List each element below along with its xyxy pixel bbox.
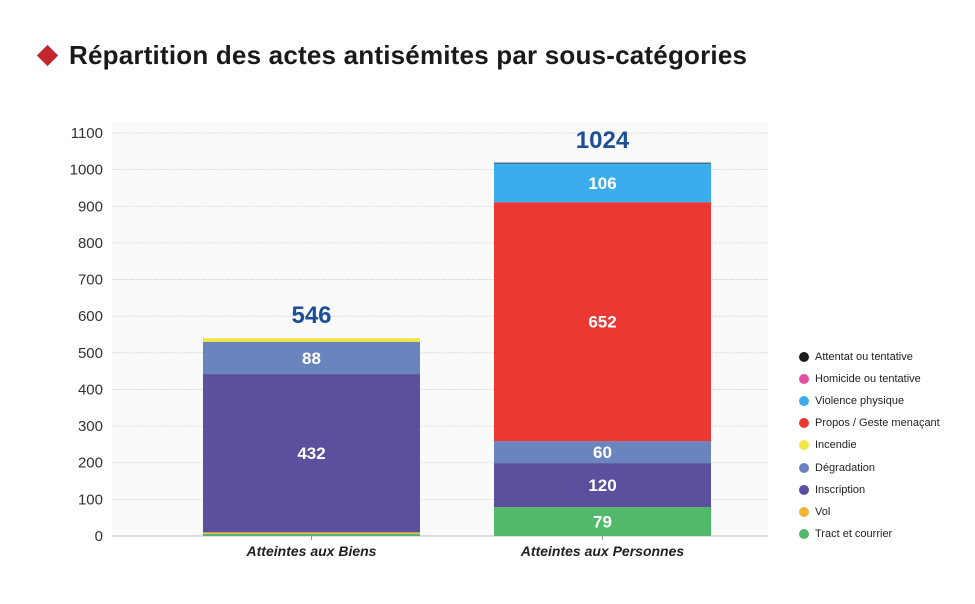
legend-item: Inscription xyxy=(799,479,940,501)
legend-item: Incendie xyxy=(799,434,940,456)
legend-swatch-icon xyxy=(799,396,809,407)
y-tick-label: 300 xyxy=(78,418,103,435)
x-category-label: Atteintes aux Biens xyxy=(246,543,377,559)
y-tick-label: 800 xyxy=(78,235,103,252)
chart-legend: Attentat ou tentative Homicide ou tentati… xyxy=(799,346,940,545)
legend-label: Attentat ou tentative xyxy=(815,351,913,364)
legend-item: Dégradation xyxy=(799,456,940,478)
y-tick-label: 600 xyxy=(78,308,103,325)
legend-swatch-icon xyxy=(799,374,809,385)
legend-swatch-icon xyxy=(799,506,809,517)
bar-segment xyxy=(494,441,711,464)
segment-value-label: 60 xyxy=(593,443,612,462)
legend-label: Incendie xyxy=(815,439,857,452)
title-row: Répartition des actes antisémites par so… xyxy=(36,40,747,71)
legend-label: Homicide ou tentative xyxy=(815,373,921,386)
bar-segment xyxy=(494,507,711,536)
legend-item: Vol xyxy=(799,501,940,523)
legend-swatch-icon xyxy=(799,484,809,495)
segment-value-label: 106 xyxy=(588,174,616,193)
legend-swatch-icon xyxy=(799,352,809,363)
legend-item: Tract et courrier xyxy=(799,523,940,545)
bar-segment xyxy=(494,163,711,203)
bar-segment xyxy=(203,341,420,375)
bar-total-label: 1024 xyxy=(576,127,630,154)
legend-label: Dégradation xyxy=(815,461,875,474)
legend-swatch-icon xyxy=(799,462,809,473)
y-tick-label: 700 xyxy=(78,272,103,289)
legend-label: Violence physique xyxy=(815,395,905,408)
legend-label: Tract et courrier xyxy=(815,527,893,540)
legend-swatch-icon xyxy=(799,418,809,429)
legend-swatch-icon xyxy=(799,528,809,539)
legend-item: Violence physique xyxy=(799,390,940,412)
y-tick-label: 1100 xyxy=(71,125,103,142)
bar-segment xyxy=(494,162,711,164)
bar-segment xyxy=(203,533,420,536)
y-tick-label: 400 xyxy=(78,381,103,398)
x-category-label: Atteintes aux Personnes xyxy=(520,543,685,559)
y-tick-label: 500 xyxy=(78,345,103,362)
y-tick-label: 1000 xyxy=(70,162,103,179)
y-tick-label: 200 xyxy=(78,455,103,472)
segment-value-label: 432 xyxy=(297,444,325,463)
legend-item: Attentat ou tentative xyxy=(799,346,940,368)
legend-swatch-icon xyxy=(799,440,809,451)
y-tick-label: 100 xyxy=(78,491,103,508)
segment-value-label: 88 xyxy=(302,349,321,368)
bar-segment xyxy=(494,202,711,442)
bar-segment xyxy=(203,532,420,534)
bar-total-label: 546 xyxy=(291,302,331,329)
legend-item: Propos / Geste menaçant xyxy=(799,412,940,434)
legend-label: Vol xyxy=(815,505,831,518)
legend-label: Inscription xyxy=(815,483,866,496)
bar-segment xyxy=(203,338,420,342)
bar-segment xyxy=(203,374,420,533)
y-tick-label: 900 xyxy=(78,198,103,215)
legend-item: Homicide ou tentative xyxy=(799,368,940,390)
segment-value-label: 79 xyxy=(593,513,612,532)
segment-value-label: 120 xyxy=(588,476,616,495)
bar-segment xyxy=(494,463,711,508)
legend-label: Propos / Geste menaçant xyxy=(815,417,940,430)
segment-value-label: 652 xyxy=(588,313,616,332)
chart-title: Répartition des actes antisémites par so… xyxy=(69,40,748,70)
y-tick-label: 0 xyxy=(95,528,103,545)
